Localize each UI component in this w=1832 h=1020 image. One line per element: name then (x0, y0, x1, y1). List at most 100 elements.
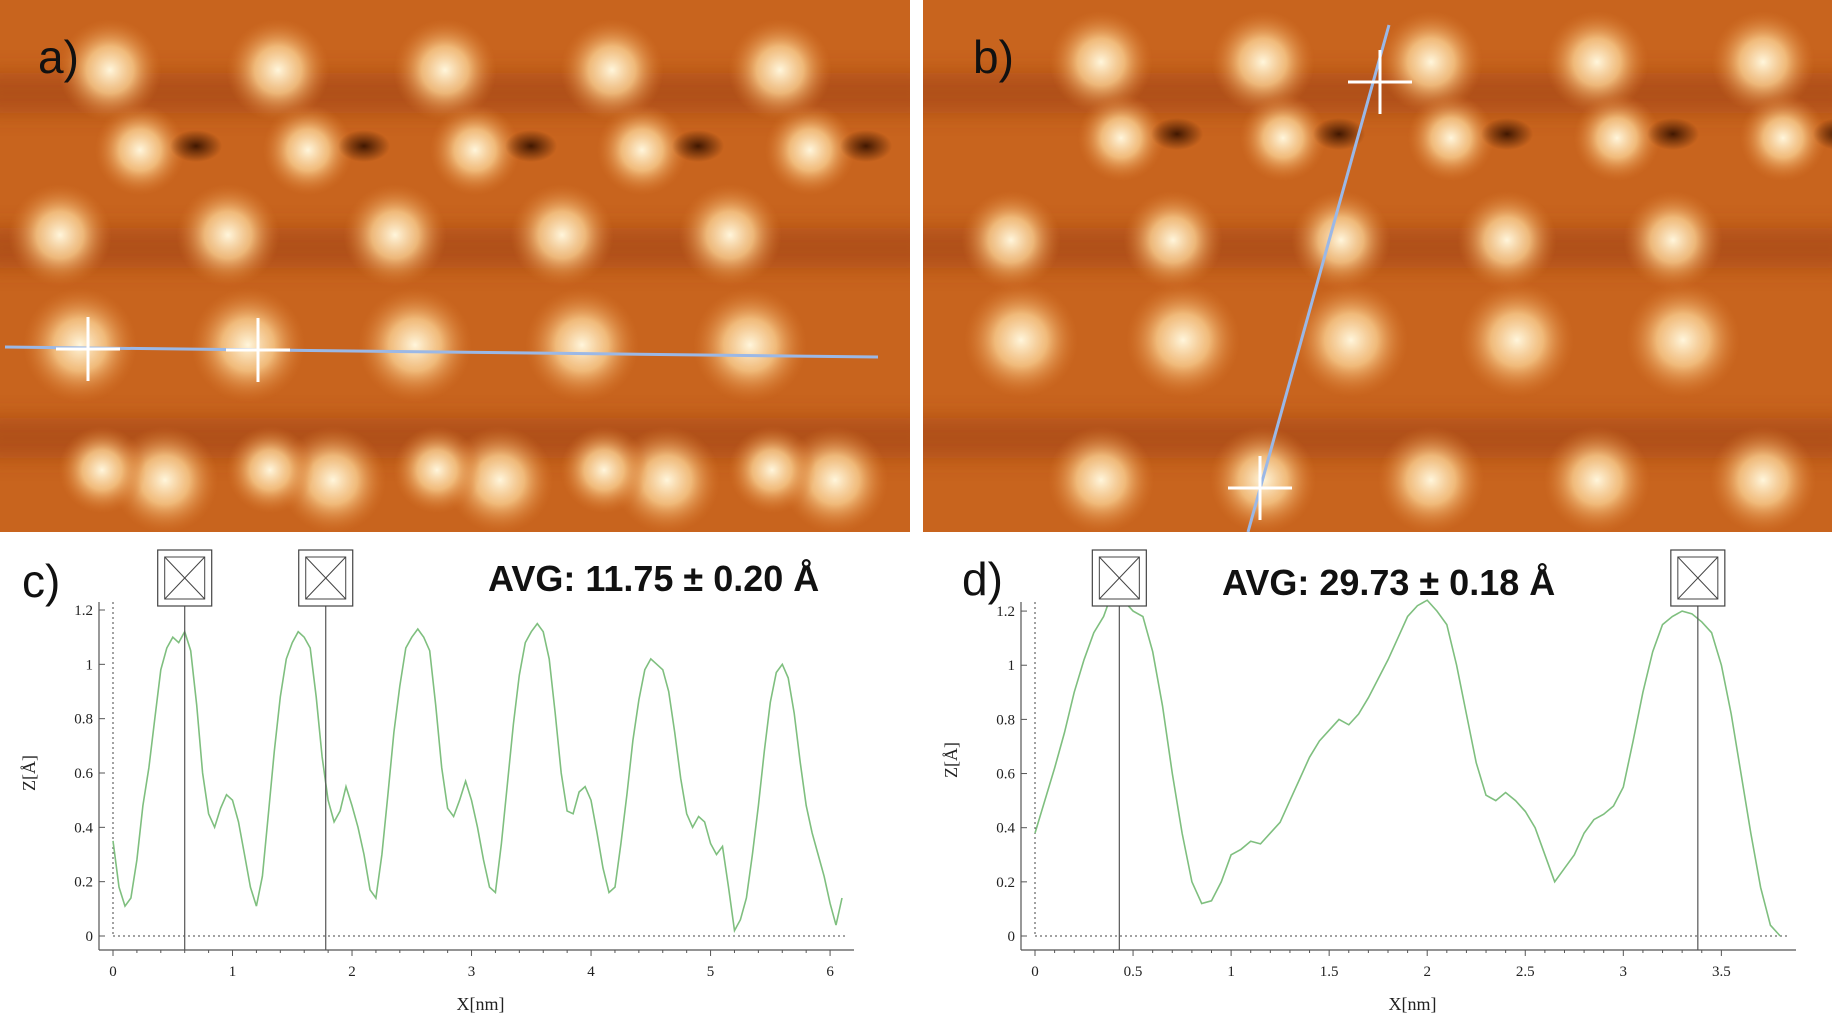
stm-molecule-blob (176, 183, 280, 287)
x-axis-label: X[nm] (457, 994, 505, 1014)
cursor-marker (298, 549, 354, 950)
stm-molecule-blob (22, 287, 138, 403)
axes (1020, 602, 1796, 951)
avg-label-d: AVG: 29.73 ± 0.18 Å (1222, 562, 1556, 603)
x-tick-label: 2 (348, 964, 356, 980)
stm-molecule-blob (728, 18, 832, 122)
y-tick-label: 0.6 (996, 767, 1015, 783)
y-tick-label: 0.6 (74, 766, 93, 782)
stm-molecule-blob (1573, 94, 1661, 182)
stm-molecule-blob (764, 104, 856, 196)
stm-molecule-blob (1711, 10, 1815, 114)
x-tick-label: 3 (1620, 964, 1628, 980)
panel-letter-d: d) (962, 553, 1003, 605)
stm-molecule-blob (678, 183, 782, 287)
stm-molecule-blob (961, 190, 1061, 290)
x-tick-label: 3.5 (1712, 964, 1731, 980)
crosshair-marker (226, 318, 290, 382)
stm-molecule-blob (1709, 426, 1817, 532)
stm-image-a-canvas (0, 0, 910, 532)
stm-molecule-blob (560, 426, 648, 514)
profile-chart-c-svg: 0 0.2 0.4 0.6 0.8 1 1.2 0 1 2 3 4 5 6 X[nm] Z[Å] (19, 549, 854, 1014)
stm-molecule-blob (1123, 190, 1223, 290)
stm-molecule-blob (343, 183, 447, 287)
x-tick-label: 1 (229, 964, 237, 980)
stm-molecule-blob (357, 287, 473, 403)
y-tick-label: 1 (1008, 658, 1016, 674)
x-tick-label: 4 (587, 964, 595, 980)
x-tick-label: 6 (826, 964, 834, 980)
axes (98, 602, 854, 951)
x-tick-label: 0 (1031, 964, 1039, 980)
stm-molecule-blob (1291, 190, 1391, 290)
stm-molecule-blob (1077, 94, 1165, 182)
y-axis-label: Z[Å] (941, 742, 961, 778)
profile-line (1246, 24, 1391, 532)
stm-molecule-blob (1459, 282, 1575, 398)
x-tick-label: 1 (1227, 964, 1235, 980)
stm-molecule-blob (393, 18, 497, 122)
y-tick-label: 0.8 (74, 712, 93, 728)
stm-molecule-blob (226, 18, 330, 122)
stm-molecule-blob (1625, 282, 1741, 398)
cursor-marker (1091, 549, 1147, 950)
crosshair-marker (1228, 456, 1292, 520)
x-tick-label: 5 (707, 964, 715, 980)
stm-molecule-blob (510, 183, 614, 287)
stm-molecule-blob (1047, 426, 1155, 532)
cursor-marker (157, 549, 213, 950)
stm-molecule-blob (560, 18, 664, 122)
y-tick-label: 1.2 (74, 603, 93, 619)
stm-molecule-blob (94, 104, 186, 196)
stm-molecule-blob (1293, 282, 1409, 398)
stm-molecule-blob (524, 287, 640, 403)
stm-molecule-blob (190, 287, 306, 403)
stm-image-b-canvas (923, 0, 1832, 532)
y-tick-label: 0.2 (996, 875, 1015, 891)
stm-molecule-blob (692, 287, 808, 403)
stm-molecule-blob (1049, 10, 1153, 114)
stm-molecule-blob (1739, 94, 1827, 182)
x-tick-label: 3 (468, 964, 476, 980)
profile-line (4, 345, 879, 359)
stm-molecule-blob (1125, 282, 1241, 398)
stm-molecule-blob (1543, 426, 1651, 532)
x-tick-label: 2 (1423, 964, 1431, 980)
stm-molecule-blob (1457, 190, 1557, 290)
x-axis-label: X[nm] (1389, 994, 1437, 1014)
profile-chart-c: 0 0.2 0.4 0.6 0.8 1 1.2 0 1 2 3 4 5 6 X[nm] Z[Å] c) AVG… (0, 540, 916, 1020)
stm-molecule-blob (1407, 94, 1495, 182)
stm-molecule-blob (226, 426, 314, 514)
y-axis-label: Z[Å] (19, 755, 39, 791)
y-tick-label: 0 (86, 929, 94, 945)
stm-molecule-blob (8, 183, 112, 287)
x-tick-label: 0.5 (1124, 964, 1143, 980)
y-tick-label: 0.2 (74, 875, 93, 891)
y-tick-label: 0.4 (996, 821, 1015, 837)
profile-curve (112, 622, 843, 934)
stm-molecule-blob (429, 104, 521, 196)
x-tick-label: 2.5 (1516, 964, 1535, 980)
profile-curve (1034, 587, 1781, 937)
panel-letter-b: b) (973, 31, 1014, 83)
stm-molecule-blob (1211, 10, 1315, 114)
y-tick-label: 0 (1008, 929, 1016, 945)
stm-molecule-blob (262, 104, 354, 196)
stm-image-a: a) (0, 0, 910, 532)
stm-molecule-blob (963, 282, 1079, 398)
panel-letter-c: c) (22, 555, 61, 607)
y-tick-label: 1 (86, 657, 94, 673)
stm-image-b: b) (923, 0, 1832, 532)
y-tick-label: 0.8 (996, 712, 1015, 728)
y-tick-label: 1.2 (996, 604, 1015, 620)
y-tick-label: 0.4 (74, 820, 93, 836)
x-tick-label: 1.5 (1320, 964, 1339, 980)
profile-chart-d: 0 0.2 0.4 0.6 0.8 1 1.2 0 0.5 1 1.5 2 2.5 3 3.5 X[nm] Z[… (916, 540, 1832, 1020)
stm-molecule-blob (393, 426, 481, 514)
cursor-marker (1670, 549, 1726, 950)
stm-molecule-blob (728, 426, 816, 514)
stm-molecule-blob (58, 18, 162, 122)
stm-molecule-blob (596, 104, 688, 196)
stm-molecule-blob (1623, 190, 1723, 290)
stm-molecule-blob (1379, 10, 1483, 114)
